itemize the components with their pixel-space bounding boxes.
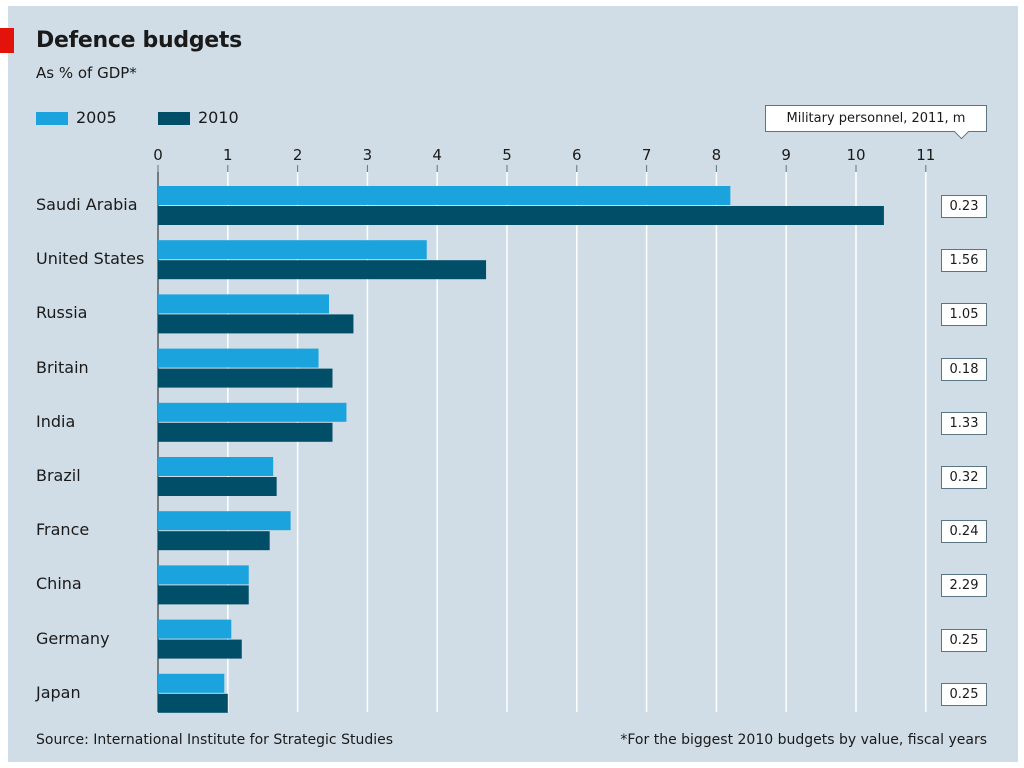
x-tick-label: 5 (502, 146, 512, 164)
personnel-value: 1.05 (941, 303, 987, 327)
personnel-value: 2.29 (941, 574, 987, 598)
legend-label-2005: 2005 (76, 108, 117, 127)
bar-2005-germany (158, 619, 232, 639)
legend-swatch-2005 (36, 112, 68, 125)
bar-2010-britain (158, 368, 333, 388)
chart-subtitle: As % of GDP* (36, 64, 137, 82)
x-tick-label: 1 (223, 146, 233, 164)
personnel-value: 1.56 (941, 249, 987, 273)
legend-label-2010: 2010 (198, 108, 239, 127)
category-label: China (36, 574, 82, 594)
personnel-value: 0.25 (941, 682, 987, 706)
bar-2005-brazil (158, 457, 274, 476)
bar-2005-india (158, 402, 347, 422)
bar-2010-france (158, 531, 270, 551)
bar-2010-india (158, 422, 333, 442)
x-tick-label: 8 (712, 146, 722, 164)
personnel-value: 0.25 (941, 628, 987, 652)
bar-2010-japan (158, 693, 228, 713)
source-note: Source: International Institute for Stra… (36, 732, 394, 748)
x-tick-label: 0 (153, 146, 163, 164)
bar-2005-saudi-arabia (158, 186, 731, 205)
category-label: Russia (36, 303, 88, 323)
category-label: Britain (36, 357, 89, 377)
bar-2005-japan (158, 673, 225, 693)
x-tick-label: 10 (846, 146, 865, 164)
bar-2010-china (158, 585, 249, 605)
bar-2005-russia (158, 294, 330, 314)
military-personnel-header: Military personnel, 2011, m (765, 105, 987, 132)
legend-swatch-2010 (158, 112, 190, 125)
bar-2005-china (158, 565, 249, 585)
personnel-value: 0.24 (941, 520, 987, 544)
x-tick-label: 7 (642, 146, 652, 164)
x-tick-label: 9 (781, 146, 791, 164)
x-tick-label: 11 (916, 146, 935, 164)
bar-2010-russia (158, 314, 354, 334)
category-label: India (36, 411, 76, 431)
bar-2005-france (158, 511, 291, 531)
footnote: *For the biggest 2010 budgets by value, … (620, 732, 987, 748)
bar-2005-united-states (158, 240, 427, 260)
personnel-value: 0.23 (941, 195, 987, 218)
category-label: Brazil (36, 466, 81, 485)
category-label: Japan (36, 682, 81, 702)
category-label: United States (36, 249, 145, 269)
category-label: France (36, 520, 90, 540)
x-tick-label: 3 (363, 146, 373, 164)
x-tick-label: 4 (432, 146, 442, 164)
bar-2010-germany (158, 639, 242, 659)
bar-2010-brazil (158, 477, 277, 496)
category-label: Saudi Arabia (36, 195, 138, 214)
chart-title: Defence budgets (36, 28, 242, 53)
bar-2010-saudi-arabia (158, 206, 884, 225)
brand-tag (0, 28, 14, 53)
bar-2005-britain (158, 348, 319, 368)
x-tick-label: 2 (293, 146, 303, 164)
category-label: Germany (36, 628, 110, 648)
personnel-value: 0.32 (941, 466, 987, 489)
bar-2010-united-states (158, 260, 487, 280)
x-tick-label: 6 (572, 146, 582, 164)
personnel-value: 0.18 (941, 357, 987, 381)
personnel-value: 1.33 (941, 411, 987, 435)
